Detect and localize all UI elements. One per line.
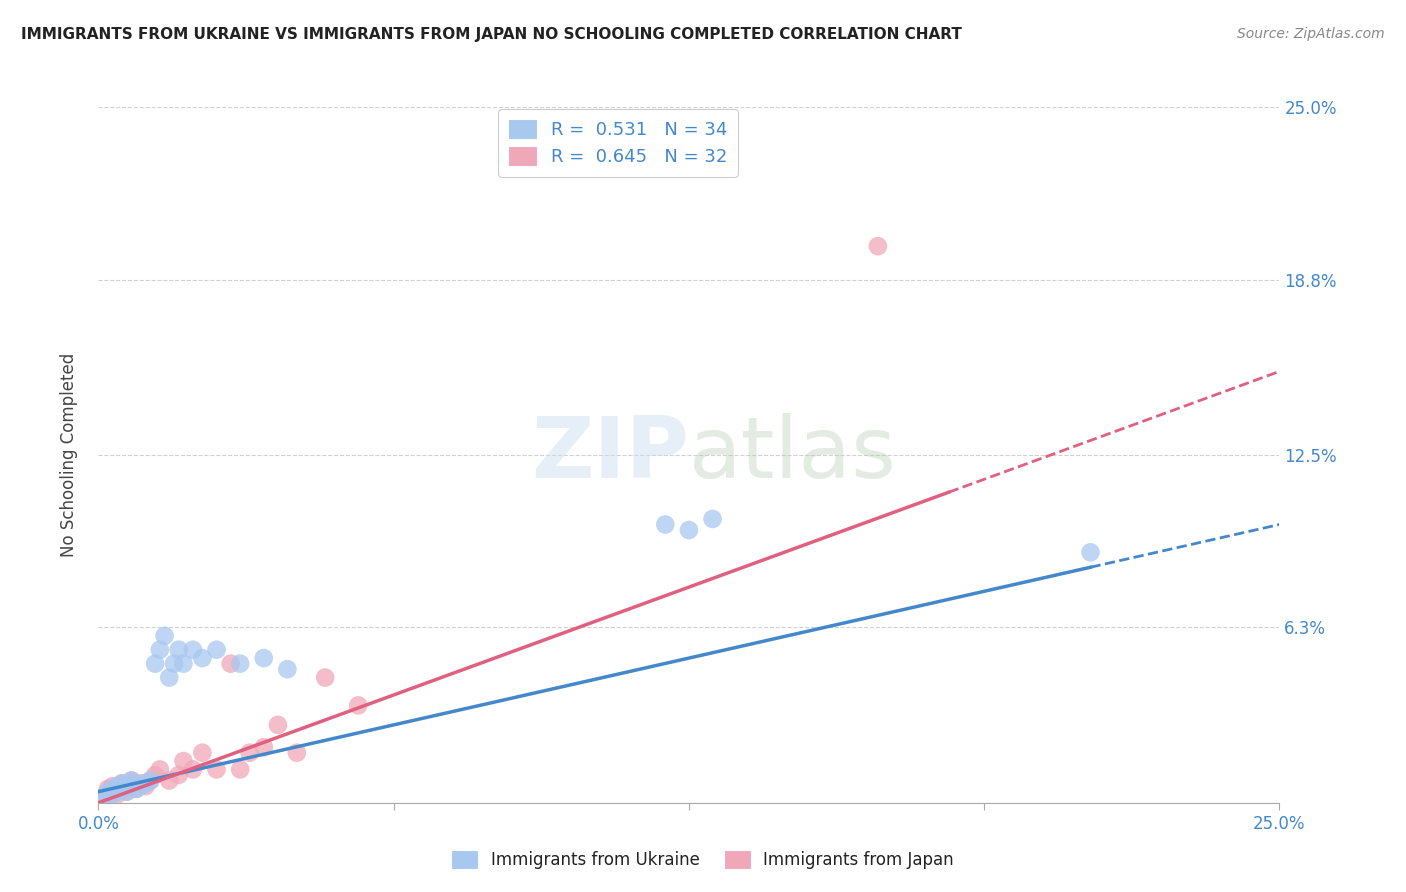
- Point: [97, 785, 120, 799]
- Point: [101, 788, 124, 802]
- Text: ZIP: ZIP: [531, 413, 689, 497]
- Point: [105, 788, 128, 802]
- Point: [111, 781, 134, 796]
- Point: [229, 763, 252, 777]
- Point: [135, 779, 157, 793]
- Point: [121, 773, 143, 788]
- Point: [239, 746, 262, 760]
- Point: [91, 790, 114, 805]
- Point: [229, 657, 252, 671]
- Point: [149, 642, 172, 657]
- Point: [276, 662, 298, 676]
- Point: [115, 785, 138, 799]
- Point: [121, 773, 143, 788]
- Point: [157, 671, 180, 685]
- Legend: Immigrants from Ukraine, Immigrants from Japan: Immigrants from Ukraine, Immigrants from…: [443, 841, 963, 880]
- Point: [129, 779, 152, 793]
- Text: atlas: atlas: [689, 413, 897, 497]
- Point: [97, 781, 120, 796]
- Point: [143, 657, 166, 671]
- Point: [139, 773, 162, 788]
- Point: [139, 773, 162, 788]
- Point: [121, 776, 143, 790]
- Point: [1080, 545, 1102, 559]
- Point: [253, 740, 276, 755]
- Point: [135, 776, 157, 790]
- Point: [167, 642, 190, 657]
- Point: [115, 785, 138, 799]
- Point: [654, 517, 676, 532]
- Point: [153, 629, 176, 643]
- Point: [115, 779, 138, 793]
- Point: [678, 523, 700, 537]
- Point: [167, 768, 190, 782]
- Point: [285, 746, 308, 760]
- Point: [347, 698, 370, 713]
- Point: [181, 642, 204, 657]
- Point: [267, 718, 290, 732]
- Point: [101, 785, 124, 799]
- Point: [111, 776, 134, 790]
- Point: [253, 651, 276, 665]
- Legend: R =  0.531   N = 34, R =  0.645   N = 32: R = 0.531 N = 34, R = 0.645 N = 32: [498, 109, 738, 177]
- Point: [191, 651, 214, 665]
- Point: [97, 788, 120, 802]
- Point: [172, 754, 194, 768]
- Point: [181, 763, 204, 777]
- Point: [205, 642, 228, 657]
- Point: [125, 781, 148, 796]
- Point: [101, 781, 124, 796]
- Point: [163, 657, 186, 671]
- Point: [111, 776, 134, 790]
- Point: [157, 773, 180, 788]
- Point: [314, 671, 336, 685]
- Point: [101, 779, 124, 793]
- Point: [129, 776, 152, 790]
- Y-axis label: No Schooling Completed: No Schooling Completed: [59, 353, 77, 557]
- Point: [702, 512, 724, 526]
- Point: [121, 779, 143, 793]
- Point: [149, 763, 172, 777]
- Point: [205, 763, 228, 777]
- Point: [172, 657, 194, 671]
- Point: [191, 746, 214, 760]
- Text: Source: ZipAtlas.com: Source: ZipAtlas.com: [1237, 27, 1385, 41]
- Point: [111, 781, 134, 796]
- Point: [143, 768, 166, 782]
- Point: [105, 785, 128, 799]
- Point: [97, 788, 120, 802]
- Point: [866, 239, 889, 253]
- Point: [105, 779, 128, 793]
- Point: [125, 781, 148, 796]
- Point: [219, 657, 242, 671]
- Point: [91, 790, 114, 805]
- Text: IMMIGRANTS FROM UKRAINE VS IMMIGRANTS FROM JAPAN NO SCHOOLING COMPLETED CORRELAT: IMMIGRANTS FROM UKRAINE VS IMMIGRANTS FR…: [21, 27, 962, 42]
